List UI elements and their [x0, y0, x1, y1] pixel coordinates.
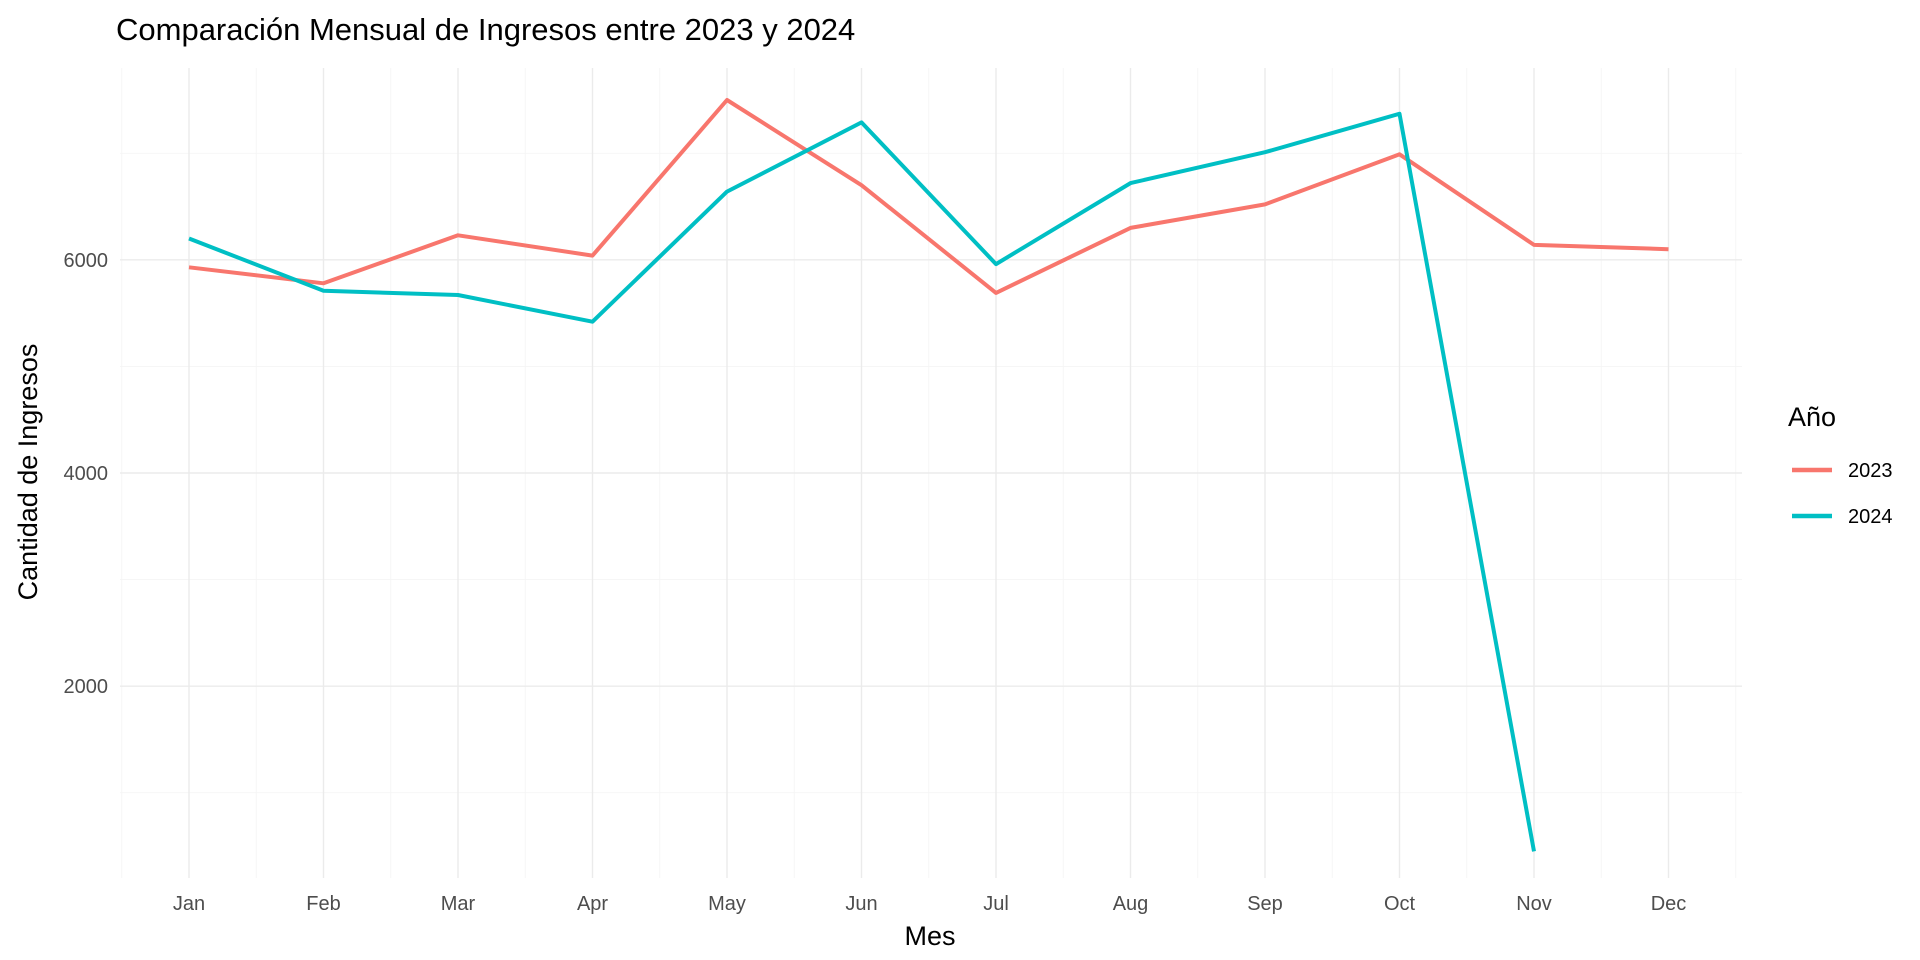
- y-tick-labels: 2000 4000 6000: [64, 250, 109, 698]
- x-tick-label: Oct: [1384, 893, 1416, 915]
- legend-items: 2023 2024: [1792, 460, 1893, 528]
- series-line-2023: [188, 98, 1669, 295]
- x-tick-label: Sep: [1247, 893, 1283, 915]
- x-tick-label: Feb: [306, 893, 340, 915]
- y-tick-label: 2000: [64, 676, 109, 698]
- x-tick-label: Mar: [441, 893, 476, 915]
- x-axis-title: Mes: [904, 921, 955, 951]
- y-tick-label: 4000: [64, 463, 109, 485]
- legend-item-2024: 2024: [1792, 506, 1893, 528]
- grid-layer: [120, 68, 1742, 878]
- y-tick-label: 6000: [64, 250, 109, 272]
- series-line-2024: [188, 111, 1536, 852]
- legend-label-2024: 2024: [1848, 506, 1893, 528]
- x-tick-label: May: [708, 893, 746, 915]
- chart-title: Comparación Mensual de Ingresos entre 20…: [116, 12, 855, 47]
- x-tick-label: Jul: [983, 893, 1009, 915]
- y-axis-title: Cantidad de Ingresos: [13, 344, 43, 601]
- x-tick-label: Dec: [1651, 893, 1687, 915]
- legend-item-2023: 2023: [1792, 460, 1893, 482]
- x-tick-label: Nov: [1516, 893, 1552, 915]
- x-tick-label: Jun: [845, 893, 877, 915]
- series-layer: [188, 98, 1669, 852]
- x-tick-label: Jan: [173, 893, 205, 915]
- x-tick-label: Apr: [577, 893, 608, 915]
- legend: Año 2023 2024: [1788, 402, 1893, 528]
- x-tick-labels: Jan Feb Mar Apr May Jun Jul Aug Sep Oct Nov Dec: [173, 893, 1686, 915]
- x-tick-label: Aug: [1113, 893, 1149, 915]
- legend-title: Año: [1788, 402, 1836, 432]
- legend-label-2023: 2023: [1848, 460, 1893, 482]
